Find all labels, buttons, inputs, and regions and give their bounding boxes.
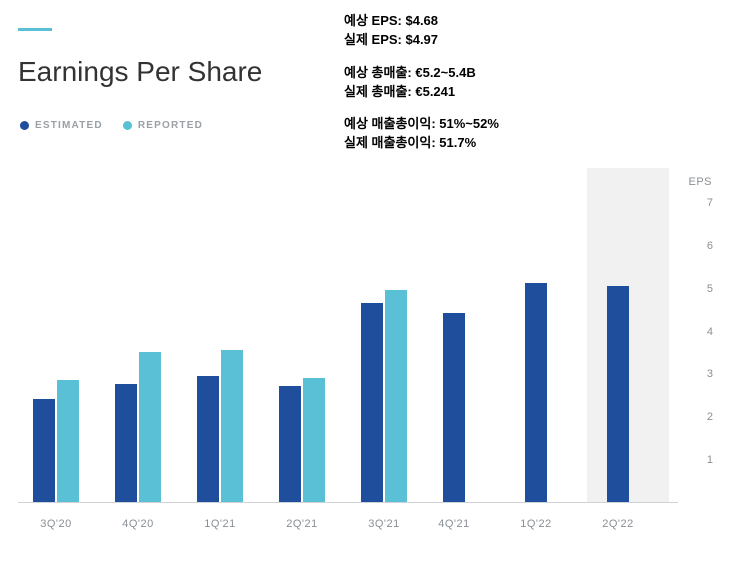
- bar-reported: [303, 378, 325, 502]
- chart-area: EPS 3Q'204Q'201Q'212Q'213Q'214Q'211Q'222…: [18, 170, 718, 540]
- bar-estimated: [115, 384, 137, 502]
- info-line: 실제 매출총이익: 51.7%: [344, 134, 499, 153]
- x-tick-label: 2Q'22: [583, 518, 653, 530]
- y-tick: 5: [683, 283, 713, 295]
- x-tick-label: 2Q'21: [267, 518, 337, 530]
- bar-reported: [385, 290, 407, 502]
- x-tick-label: 3Q'20: [21, 518, 91, 530]
- info-line: 예상 매출총이익: 51%~52%: [344, 115, 499, 134]
- legend-label: REPORTED: [138, 120, 203, 131]
- bar-group: [361, 290, 407, 502]
- bar-estimated: [197, 376, 219, 502]
- y-tick: 1: [683, 454, 713, 466]
- y-tick: 3: [683, 368, 713, 380]
- bar-estimated: [361, 303, 383, 502]
- bar-group: [115, 352, 161, 502]
- bar-estimated: [443, 313, 465, 502]
- bar-estimated: [33, 399, 55, 502]
- y-tick: 6: [683, 240, 713, 252]
- bar-group: [197, 350, 243, 502]
- x-tick-label: 1Q'22: [501, 518, 571, 530]
- metrics-overlay: 예상 EPS: $4.68 실제 EPS: $4.97 예상 총매출: €5.2…: [344, 12, 499, 167]
- legend-item-estimated: ESTIMATED: [20, 120, 103, 131]
- y-tick: 7: [683, 197, 713, 209]
- bar-reported: [139, 352, 161, 502]
- bar-estimated: [525, 283, 547, 502]
- legend: ESTIMATED REPORTED: [20, 120, 203, 131]
- y-axis-label: EPS: [688, 176, 712, 188]
- x-tick-label: 1Q'21: [185, 518, 255, 530]
- y-tick: 2: [683, 411, 713, 423]
- info-line: 실제 총매출: €5.241: [344, 83, 499, 102]
- bar-group: [607, 286, 629, 502]
- plot: 3Q'204Q'201Q'212Q'213Q'214Q'211Q'222Q'22: [18, 203, 678, 503]
- bar-estimated: [279, 386, 301, 502]
- bar-group: [33, 380, 79, 502]
- bar-group: [525, 283, 547, 502]
- page-title: Earnings Per Share: [18, 56, 262, 88]
- bar-reported: [221, 350, 243, 502]
- info-line: 예상 총매출: €5.2~5.4B: [344, 64, 499, 83]
- accent-bar: [18, 28, 52, 31]
- x-tick-label: 4Q'21: [419, 518, 489, 530]
- info-line: 예상 EPS: $4.68: [344, 12, 499, 31]
- legend-swatch-reported: [123, 121, 132, 130]
- info-line: 실제 EPS: $4.97: [344, 31, 499, 50]
- x-tick-label: 4Q'20: [103, 518, 173, 530]
- bar-group: [443, 313, 465, 502]
- legend-item-reported: REPORTED: [123, 120, 203, 131]
- bar-reported: [57, 380, 79, 502]
- bar-group: [279, 378, 325, 502]
- legend-label: ESTIMATED: [35, 120, 103, 131]
- y-tick: 4: [683, 326, 713, 338]
- x-tick-label: 3Q'21: [349, 518, 419, 530]
- legend-swatch-estimated: [20, 121, 29, 130]
- bar-estimated: [607, 286, 629, 502]
